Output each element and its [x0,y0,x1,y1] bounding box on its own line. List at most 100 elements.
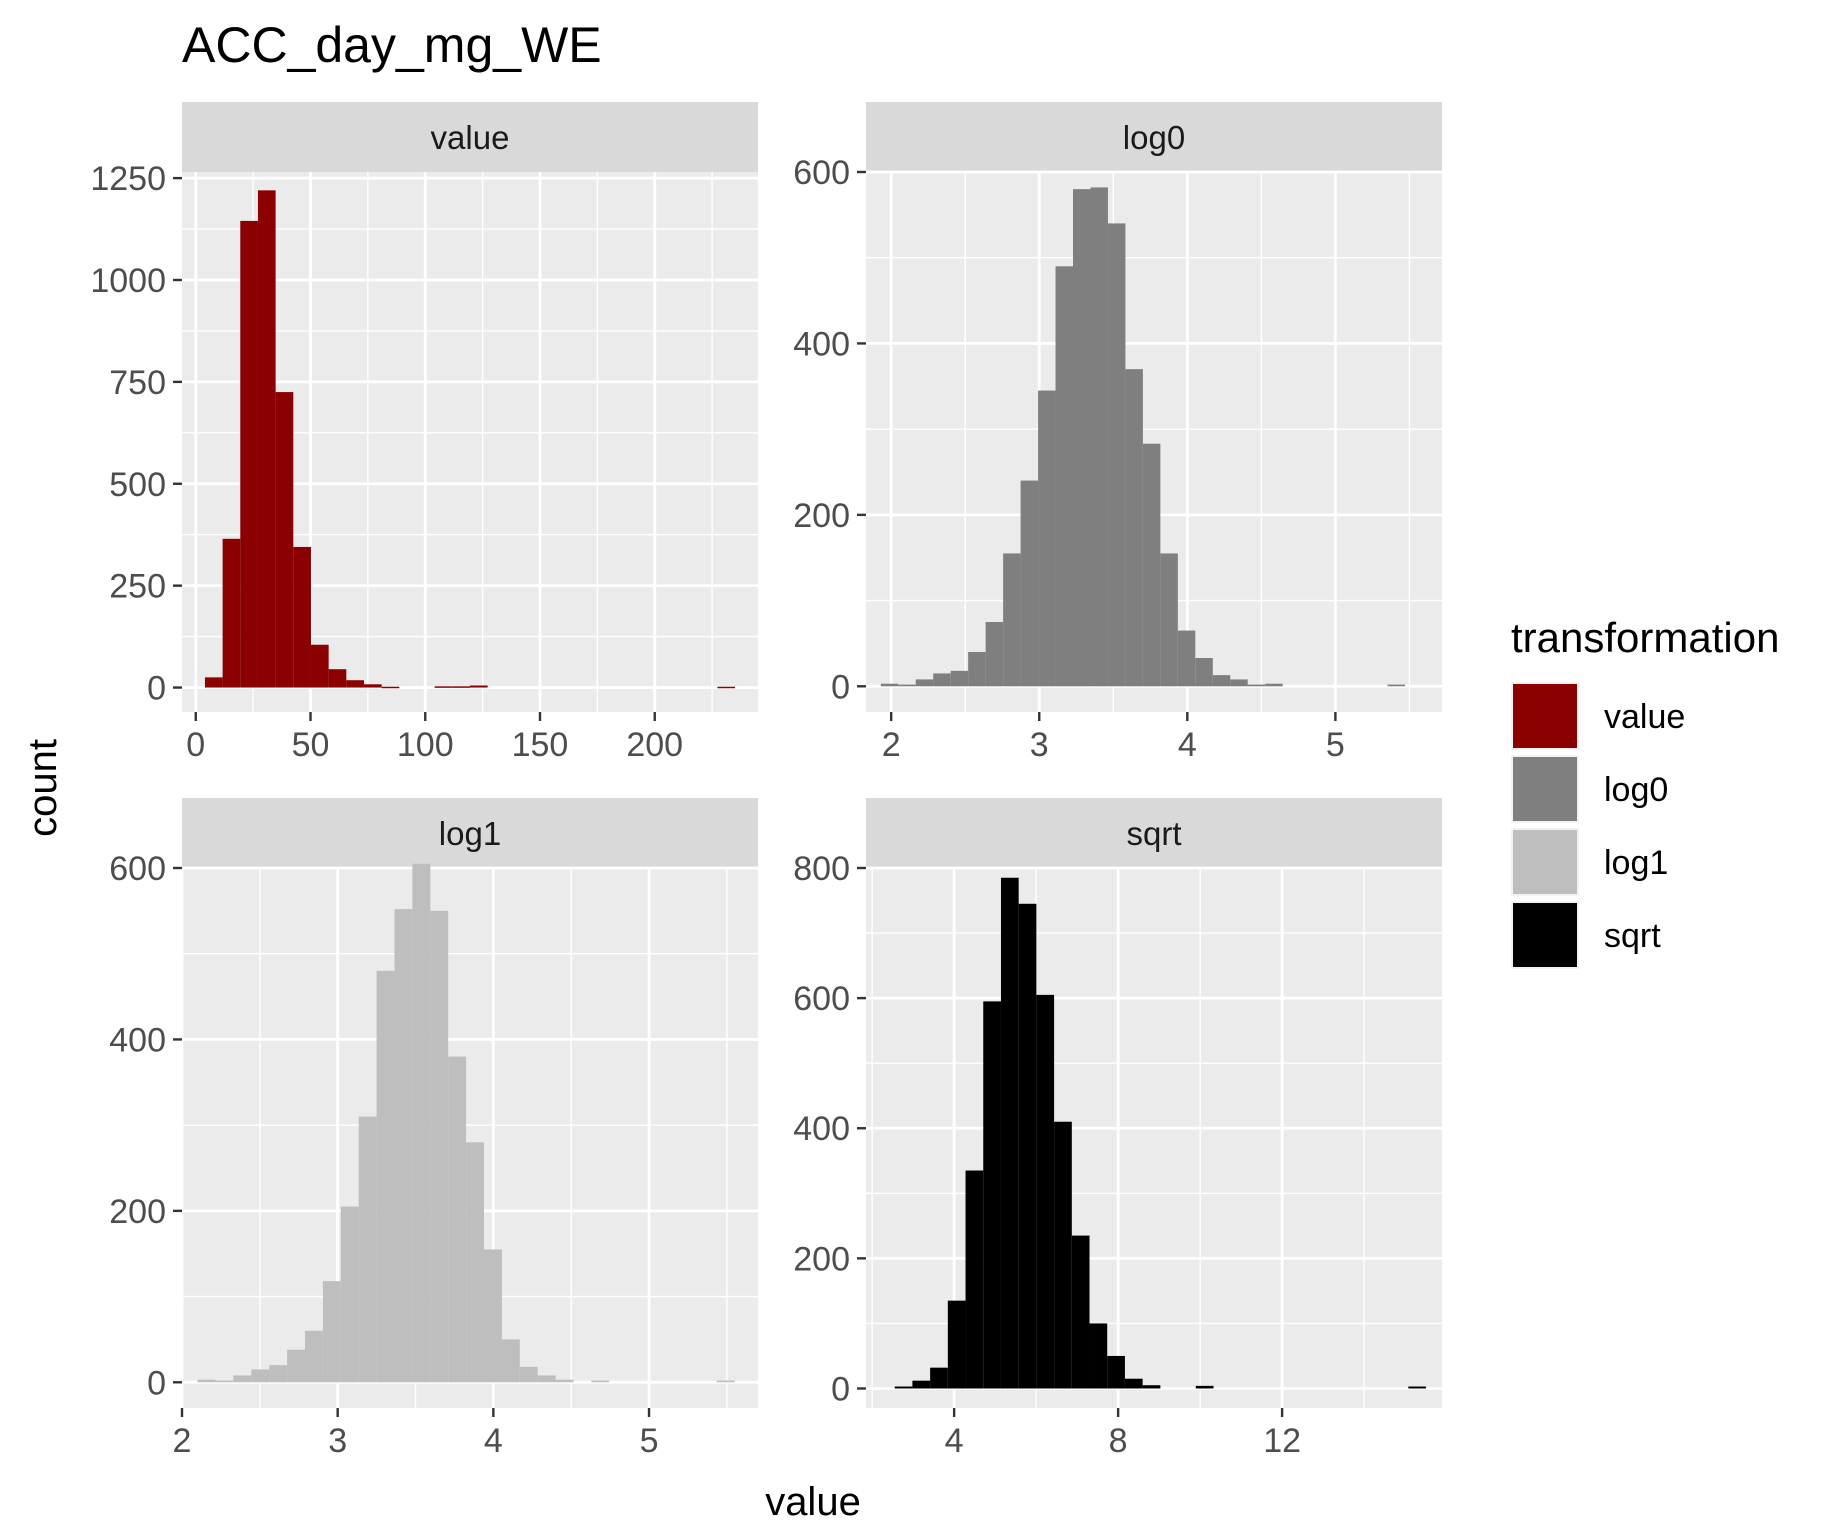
histogram-bar [1003,553,1021,687]
y-tick-label: 250 [109,568,166,606]
x-tick-label: 12 [1263,1422,1301,1460]
x-axis-title: value [765,1480,861,1524]
histogram-bars [880,187,1405,687]
strip-sqrt [866,798,1442,868]
histogram-bar [1107,1355,1125,1389]
y-tick-label: 200 [793,1240,850,1278]
axes: 0 50 100 150 200 0 250 500 750 1000 1250 [90,160,683,764]
chart-title: ACC_day_mg_WE [182,17,602,73]
histogram-bar [1408,1386,1427,1389]
histogram-bar [1177,630,1196,687]
y-tick-label: 500 [109,466,166,504]
histogram-bar [310,644,329,688]
panel-value: value 0 50 100 150 200 0 250 500 750 1000 1250 [90,102,758,764]
y-tick-label: 0 [147,670,166,708]
strip-label: log0 [1123,119,1185,156]
histogram-bar [915,679,934,687]
histogram-bar [1230,679,1248,687]
histogram-bar [448,1056,467,1383]
x-tick-label: 150 [512,726,569,764]
y-tick-label: 1000 [90,262,166,300]
legend-label: value [1604,698,1685,736]
histogram-bar [1000,877,1019,1389]
histogram-bar [233,1375,252,1383]
y-axis-title: count [21,739,65,837]
x-tick-label: 5 [1326,726,1345,764]
histogram-bar [894,1386,913,1389]
y-tick-label: 200 [793,497,850,535]
histogram-bars [197,863,735,1383]
histogram-bar [340,1206,359,1383]
x-tick-label: 5 [640,1422,659,1460]
histogram-bar [717,686,736,689]
axes: 4 8 12 0 200 400 600 800 [793,850,1301,1460]
legend-swatch [1513,757,1577,821]
legend-label: log1 [1604,844,1668,882]
histogram-bar [287,1349,305,1383]
histogram-bar [251,1369,270,1383]
histogram-bar [933,673,951,687]
histogram-bar [1195,1385,1214,1389]
histogram-bar [304,1330,323,1383]
histogram-bar [537,1375,556,1383]
x-tick-label: 4 [1178,726,1197,764]
strip-log0 [866,102,1442,172]
histogram-bar [240,220,258,688]
x-tick-label: 2 [173,1422,192,1460]
legend-swatch [1513,830,1577,894]
histogram-bar [501,1339,520,1383]
strip-label: sqrt [1126,815,1181,852]
panel-log0: log0 2 3 4 5 0 200 400 600 [793,102,1442,764]
histogram-bar [394,909,413,1383]
histogram-bar [983,1001,1001,1389]
histogram-bar [1073,189,1091,687]
y-tick-label: 1250 [90,160,166,198]
legend-item-value: value [1511,682,1685,750]
histogram-bar [1071,1235,1090,1389]
y-tick-label: 400 [793,1110,850,1148]
histogram-bar [1387,684,1405,687]
strip-label: value [431,119,510,156]
y-tick-label: 0 [831,668,850,706]
x-tick-label: 2 [882,726,901,764]
y-tick-label: 0 [831,1370,850,1408]
histogram-bar [434,686,453,688]
histogram-bar [346,680,364,688]
histogram-bar [215,1380,234,1383]
histogram-bar [222,538,241,688]
histogram-bar [381,686,400,689]
axes: 2 3 4 5 0 200 400 600 [109,850,658,1460]
histogram-bar [716,1380,735,1383]
legend-swatch [1513,684,1577,748]
histogram-bar [1142,1385,1161,1389]
histogram-bar [898,684,916,687]
histogram-bar [1107,223,1126,687]
axes: 2 3 4 5 0 200 400 600 [793,154,1345,764]
strip-log1 [182,798,758,868]
histogram-bar [257,190,276,688]
x-tick-label: 3 [1030,726,1049,764]
histogram-bar [470,685,488,688]
histogram-bar [968,652,986,687]
histogram-bar [412,863,431,1383]
x-tick-label: 100 [397,726,454,764]
histogram-bar [1038,390,1056,687]
legend-item-log1: log1 [1511,828,1668,896]
histogram-bar [985,622,1004,687]
histogram-bar [1195,658,1213,687]
histogram-bar [269,1365,288,1383]
histogram-bar [1142,443,1161,687]
histogram-bar [930,1367,948,1389]
strip-value [182,102,758,172]
histogram-bar [912,1380,931,1389]
legend: transformation value log0 log1 sqrt [1511,614,1779,969]
y-tick-label: 750 [109,364,166,402]
x-tick-label: 8 [1109,1422,1128,1460]
x-tick-label: 0 [186,726,205,764]
panel-log1: log1 2 3 4 5 0 200 400 600 [109,798,758,1460]
histogram-bar [1247,684,1266,687]
histogram-bar [204,677,223,688]
x-tick-label: 200 [626,726,683,764]
